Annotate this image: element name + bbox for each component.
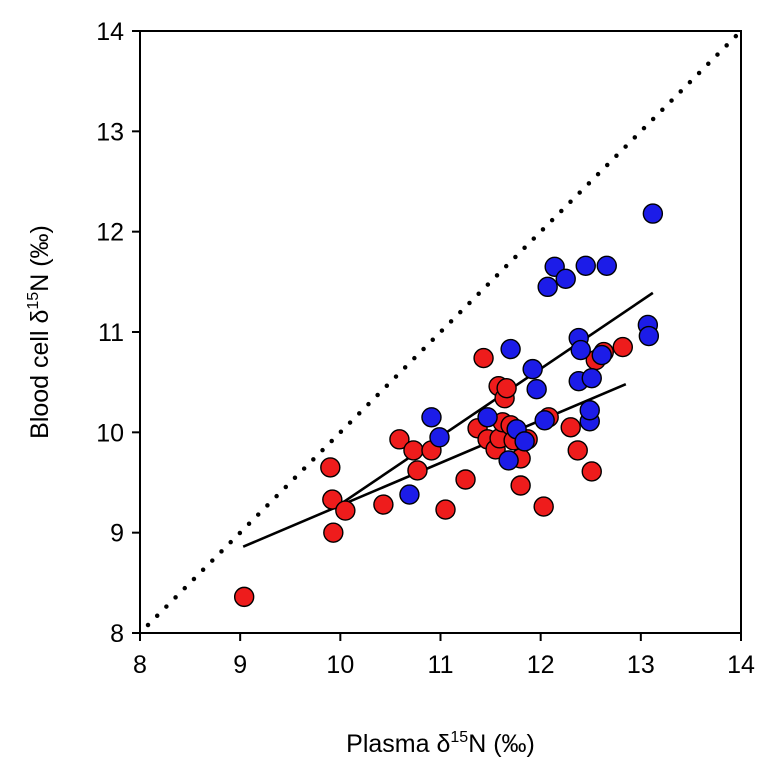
data-point-series-1 xyxy=(581,461,602,482)
data-point-series-2 xyxy=(399,484,420,505)
data-point-series-2 xyxy=(526,378,547,400)
data-point-series-2 xyxy=(429,427,450,448)
reference-line-layer xyxy=(145,33,739,628)
data-point-series-2 xyxy=(537,276,558,298)
data-point-series-1 xyxy=(510,475,531,496)
data-point-series-2 xyxy=(591,344,612,366)
data-point-series-1 xyxy=(233,586,255,608)
data-point-series-2 xyxy=(514,431,535,452)
y-axis-title: Blood cell δ15N (‰) xyxy=(25,225,54,439)
data-point-series-1 xyxy=(567,440,588,461)
data-point-series-2 xyxy=(421,407,442,428)
data-point-series-1 xyxy=(389,429,410,450)
data-point-series-2 xyxy=(555,268,576,290)
data-point-series-1 xyxy=(323,522,344,543)
data-point-series-1 xyxy=(403,440,424,461)
x-tick-label: 10 xyxy=(326,651,354,679)
data-point-series-2 xyxy=(638,325,660,347)
data-point-series-2 xyxy=(579,400,600,421)
data-point-series-1 xyxy=(473,347,494,369)
data-point-series-1 xyxy=(496,377,517,399)
data-point-series-1 xyxy=(455,469,476,490)
data-point-series-2 xyxy=(522,358,543,380)
x-tick-label: 11 xyxy=(428,651,454,679)
data-point-series-2 xyxy=(500,338,521,360)
reference-line-1to1 xyxy=(145,33,739,628)
data-point-series-2 xyxy=(596,255,617,276)
data-point-series-2 xyxy=(498,450,519,471)
x-tick-label: 8 xyxy=(133,651,147,679)
x-tick-label: 14 xyxy=(727,651,755,679)
y-axis: 8 9 10 11 12 13 14 xyxy=(96,18,140,648)
data-point-series-2 xyxy=(642,203,664,224)
y-tick-label: 9 xyxy=(110,520,124,548)
data-point-series-1 xyxy=(435,499,456,520)
x-tick-label: 9 xyxy=(233,651,247,679)
x-tick-label: 13 xyxy=(627,651,655,679)
data-point-series-2 xyxy=(477,407,498,428)
x-tick-label: 12 xyxy=(527,651,555,679)
y-tick-label: 8 xyxy=(110,620,124,648)
y-tick-label: 10 xyxy=(96,419,124,447)
data-point-series-2 xyxy=(570,339,591,361)
data-point-series-1 xyxy=(322,489,343,510)
data-point-series-2 xyxy=(534,410,555,431)
fit-line-1 xyxy=(242,382,627,548)
data-point-series-1 xyxy=(335,500,356,521)
y-tick-label: 14 xyxy=(96,18,124,46)
data-points-layer xyxy=(233,203,664,608)
data-point-series-1 xyxy=(533,496,554,517)
y-tick-label: 13 xyxy=(96,118,124,146)
fit-line-2 xyxy=(334,291,654,509)
data-point-series-1 xyxy=(373,494,394,515)
data-point-series-1 xyxy=(560,417,581,438)
data-point-series-1 xyxy=(407,460,428,481)
data-point-series-2 xyxy=(575,255,596,276)
data-point-series-1 xyxy=(612,336,634,358)
fit-lines-layer xyxy=(242,291,654,548)
x-axis: 8 9 10 11 12 13 14 xyxy=(133,633,755,679)
y-tick-label: 11 xyxy=(98,319,124,347)
data-point-series-2 xyxy=(581,367,602,389)
y-tick-label: 12 xyxy=(96,219,124,247)
x-axis-title: Plasma δ15N (‰) xyxy=(346,729,535,758)
data-point-series-1 xyxy=(320,457,341,478)
